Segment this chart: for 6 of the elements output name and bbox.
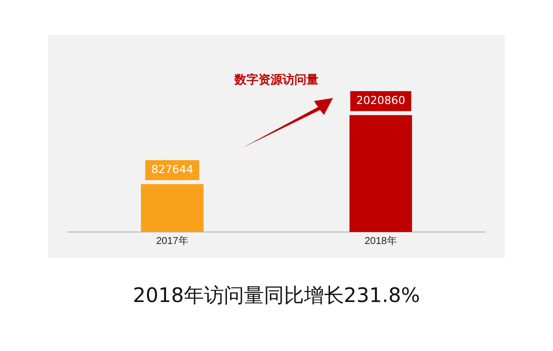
text: 2018年访问量同比增长231.8% <box>132 282 422 309</box>
chart-title: 数字资源访问量 <box>234 72 318 86</box>
data-label: 827644 <box>151 162 194 176</box>
x-tick-label: 2018年 <box>364 234 397 247</box>
data-label: 2020860 <box>356 94 406 107</box>
x-tick-label: 2017年 <box>156 234 188 247</box>
